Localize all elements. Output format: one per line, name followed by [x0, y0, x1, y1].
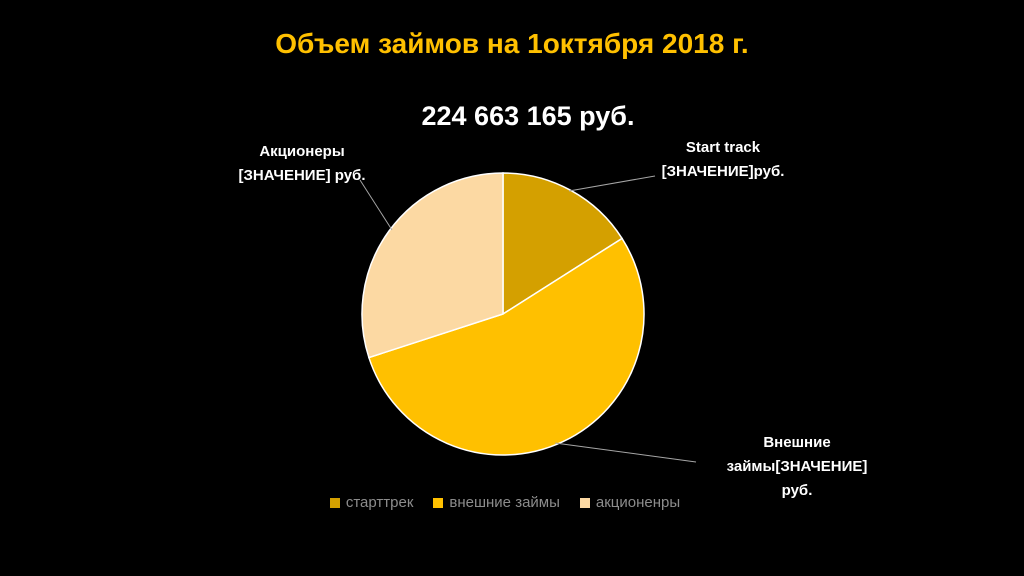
legend-item-external-loans: внешние займы — [433, 494, 560, 511]
legend-swatch — [329, 497, 340, 508]
legend-label: внешние займы — [449, 494, 560, 511]
data-label-external-loans: Внешние займы[ЗНАЧЕНИЕ] руб. — [727, 434, 868, 499]
legend-swatch — [579, 497, 590, 508]
legend-label: старттрек — [345, 494, 414, 511]
legend-item-starttrack: старттрек — [329, 494, 414, 511]
leader-line — [359, 179, 393, 231]
data-label-starttrack: Start track [ЗНАЧЕНИЕ]руб. — [662, 139, 785, 180]
chart-subtitle: 224 663 165 руб. — [421, 101, 635, 131]
slice-external-loans — [367, 237, 645, 456]
chart-title: Объем займов на 1октября 2018 г. — [275, 28, 749, 59]
legend-label: акционенры — [595, 494, 681, 511]
data-label-shareholders: Акционеры [ЗНАЧЕНИЕ] руб. — [239, 143, 366, 184]
legend: старттрек внешние займы акционенры — [0, 494, 1010, 511]
legend-swatch — [433, 497, 444, 508]
legend-item-shareholders: акционенры — [579, 494, 681, 511]
slice-shareholders — [361, 172, 504, 359]
leader-line — [554, 442, 697, 463]
leader-line — [568, 175, 656, 192]
